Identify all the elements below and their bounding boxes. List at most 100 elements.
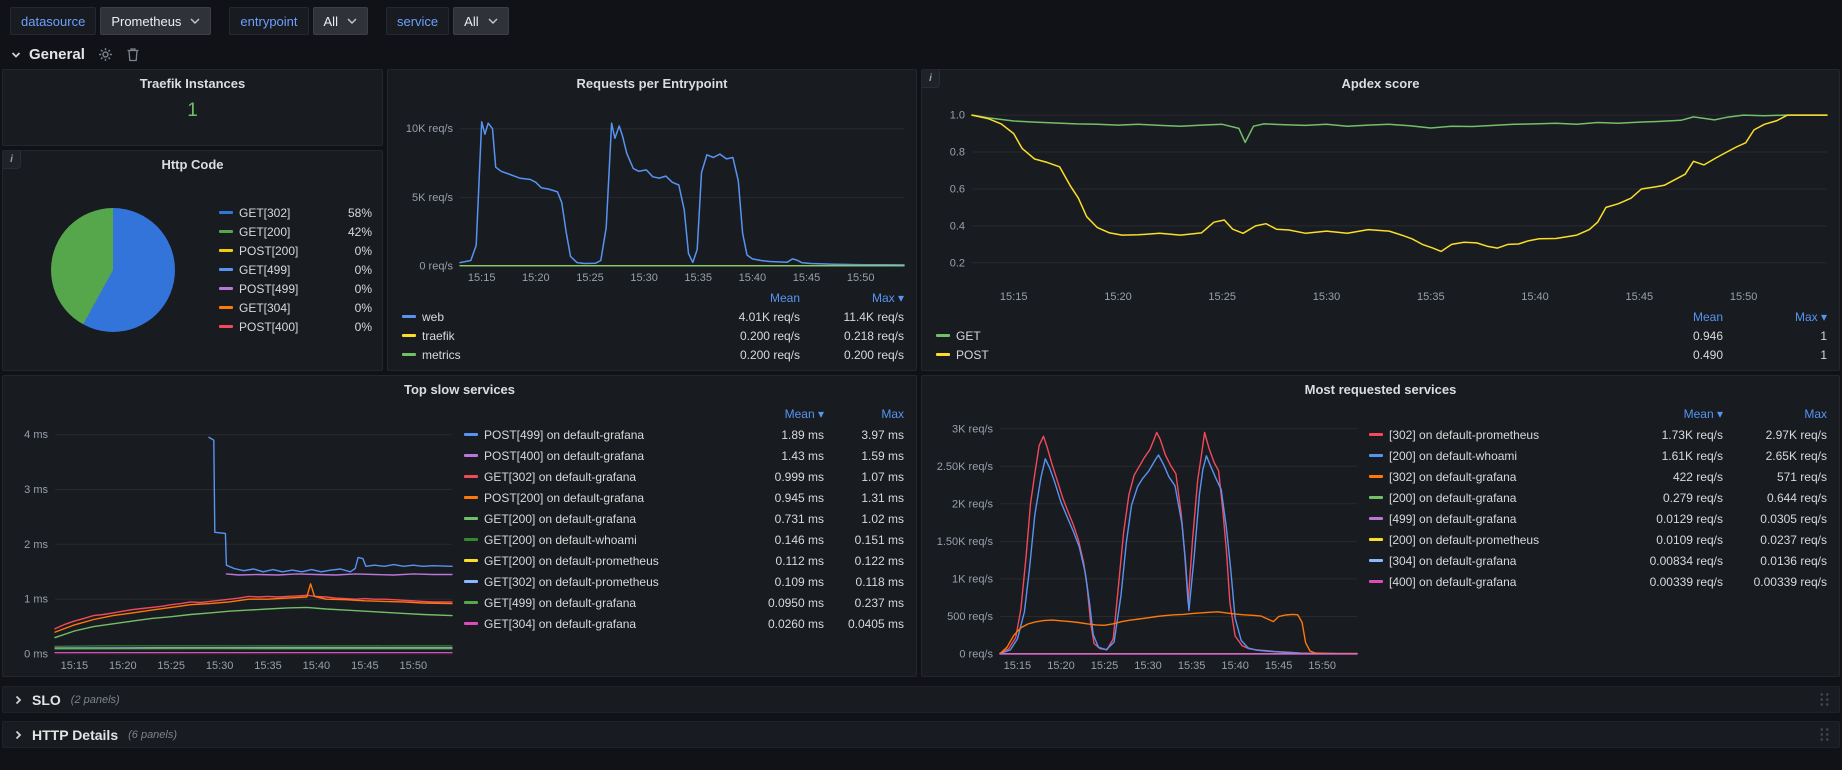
- series-name[interactable]: GET[302] on default-prometheus: [484, 574, 659, 589]
- series-name[interactable]: GET[304]: [239, 300, 291, 315]
- legend-row[interactable]: traefik 0.200 req/s 0.218 req/s: [402, 326, 904, 345]
- variable-value-dropdown[interactable]: Prometheus: [100, 7, 212, 35]
- series-name[interactable]: traefik: [422, 328, 455, 343]
- legend-row[interactable]: GET[499] on default-grafana 0.0950 ms 0.23…: [464, 592, 904, 613]
- row-header-slo[interactable]: SLO (2 panels): [2, 686, 1840, 713]
- legend-row[interactable]: POST 0.490 1: [936, 345, 1827, 364]
- legend-sort-mean[interactable]: Mean: [1692, 309, 1723, 324]
- series-name[interactable]: [400] on default-grafana: [1389, 574, 1517, 589]
- variable-value-dropdown[interactable]: All: [312, 7, 368, 35]
- legend-row[interactable]: [304] on default-grafana 0.00834 req/s 0.0…: [1369, 550, 1827, 571]
- requests-per-entrypoint-chart[interactable]: 0 req/s 5K req/s 10K req/s 15:15 15:20 15:25 1…: [392, 96, 912, 286]
- legend-row[interactable]: [200] on default-grafana 0.279 req/s 0.644…: [1369, 487, 1827, 508]
- row-header-http-details[interactable]: HTTP Details (6 panels): [2, 721, 1840, 748]
- legend-row[interactable]: GET[304] 0%: [219, 298, 372, 317]
- legend-row[interactable]: POST[200] on default-grafana 0.945 ms 1.31…: [464, 487, 904, 508]
- row-drag-handle[interactable]: [1819, 692, 1830, 707]
- panel-title[interactable]: Apdex score: [1341, 75, 1420, 91]
- legend-row[interactable]: GET[302] on default-prometheus 0.109 ms 0.…: [464, 571, 904, 592]
- panel-title[interactable]: Top slow services: [403, 381, 516, 397]
- series-color-swatch: [936, 353, 950, 356]
- legend-row[interactable]: [200] on default-whoami 1.61K req/s 2.65K …: [1369, 445, 1827, 466]
- series-name[interactable]: metrics: [422, 347, 461, 362]
- series-name[interactable]: [302] on default-grafana: [1389, 469, 1517, 484]
- legend-row[interactable]: GET[200] on default-whoami 0.146 ms 0.151 …: [464, 529, 904, 550]
- panel-title[interactable]: Most requested services: [1304, 381, 1457, 397]
- series-color-swatch: [1369, 454, 1383, 457]
- legend-row[interactable]: POST[499] 0%: [219, 279, 372, 298]
- series-name[interactable]: GET[302]: [239, 205, 291, 220]
- variable-value-dropdown[interactable]: All: [453, 7, 509, 35]
- series-name[interactable]: POST: [956, 347, 989, 362]
- panel-info-icon[interactable]: i: [3, 151, 21, 169]
- legend-sort-mean[interactable]: Mean ▾: [784, 407, 824, 421]
- series-name[interactable]: POST[400] on default-grafana: [484, 448, 645, 463]
- series-name[interactable]: POST[400]: [239, 319, 299, 334]
- series-name[interactable]: GET[499]: [239, 262, 291, 277]
- legend-row[interactable]: GET 0.946 1: [936, 326, 1827, 345]
- series-name[interactable]: POST[499]: [239, 281, 299, 296]
- row-header-general[interactable]: General: [0, 40, 1842, 67]
- chevron-down-icon: [488, 18, 498, 24]
- legend-sort-mean[interactable]: Mean: [769, 290, 800, 305]
- svg-text:15:40: 15:40: [739, 272, 767, 284]
- legend-row[interactable]: GET[302] on default-grafana 0.999 ms 1.07 …: [464, 466, 904, 487]
- svg-text:15:25: 15:25: [576, 272, 604, 284]
- legend-row[interactable]: POST[400] on default-grafana 1.43 ms 1.59 …: [464, 445, 904, 466]
- series-name[interactable]: GET[499] on default-grafana: [484, 595, 637, 610]
- legend-row[interactable]: GET[302] 58%: [219, 203, 372, 222]
- series-name[interactable]: POST[200]: [239, 243, 299, 258]
- svg-text:15:20: 15:20: [1104, 291, 1132, 303]
- panel-title[interactable]: Http Code: [161, 156, 224, 172]
- most-requested-services-chart[interactable]: 0 req/s 500 req/s 1K req/s 1.50K req/s 2K re…: [926, 402, 1365, 674]
- legend-row[interactable]: GET[200] on default-grafana 0.731 ms 1.02 …: [464, 508, 904, 529]
- legend-row[interactable]: GET[499] 0%: [219, 260, 372, 279]
- row-drag-handle[interactable]: [1819, 727, 1830, 742]
- legend-row[interactable]: metrics 0.200 req/s 0.200 req/s: [402, 345, 904, 364]
- series-color-swatch: [1369, 475, 1383, 478]
- row-delete-button[interactable]: [126, 47, 140, 62]
- legend-row[interactable]: [302] on default-grafana 422 req/s 571 req…: [1369, 466, 1827, 487]
- legend-row[interactable]: POST[400] 0%: [219, 317, 372, 336]
- legend-row[interactable]: [499] on default-grafana 0.0129 req/s 0.03…: [1369, 508, 1827, 529]
- legend-sort-mean[interactable]: Mean ▾: [1683, 407, 1723, 421]
- series-name[interactable]: GET[200] on default-grafana: [484, 511, 637, 526]
- series-name[interactable]: POST[499] on default-grafana: [484, 427, 645, 442]
- series-name[interactable]: GET[200] on default-whoami: [484, 532, 637, 547]
- series-name[interactable]: [200] on default-whoami: [1389, 448, 1518, 463]
- series-max-value: 0.151 ms: [854, 532, 904, 547]
- series-name[interactable]: [304] on default-grafana: [1389, 553, 1517, 568]
- series-name[interactable]: [200] on default-grafana: [1389, 490, 1517, 505]
- series-name[interactable]: GET[302] on default-grafana: [484, 469, 637, 484]
- row-settings-button[interactable]: [98, 47, 113, 62]
- legend-sort-max[interactable]: Max: [881, 407, 904, 421]
- series-name[interactable]: [499] on default-grafana: [1389, 511, 1517, 526]
- series-name[interactable]: web: [422, 309, 445, 324]
- panel-info-icon[interactable]: i: [922, 70, 940, 88]
- series-name[interactable]: [200] on default-prometheus: [1389, 532, 1540, 547]
- series-name[interactable]: [302] on default-prometheus: [1389, 427, 1540, 442]
- legend-row[interactable]: GET[200] 42%: [219, 222, 372, 241]
- legend-row[interactable]: GET[304] on default-grafana 0.0260 ms 0.04…: [464, 613, 904, 634]
- panel-title[interactable]: Traefik Instances: [139, 75, 246, 91]
- series-name[interactable]: GET[200] on default-prometheus: [484, 553, 659, 568]
- legend-row[interactable]: POST[200] 0%: [219, 241, 372, 260]
- legend-row[interactable]: [302] on default-prometheus 1.73K req/s 2.…: [1369, 424, 1827, 445]
- series-name[interactable]: POST[200] on default-grafana: [484, 490, 645, 505]
- series-name[interactable]: GET[200]: [239, 224, 291, 239]
- http-code-pie-chart[interactable]: [51, 207, 175, 332]
- legend-row[interactable]: web 4.01K req/s 11.4K req/s: [402, 307, 904, 326]
- legend-sort-max[interactable]: Max ▾: [1794, 309, 1827, 324]
- legend-sort-max[interactable]: Max ▾: [871, 290, 904, 305]
- apdex-score-chart[interactable]: 0.2 0.4 0.6 0.8 1.0 15:15 15:20 15:25 15:30 15:35…: [926, 96, 1835, 305]
- legend-row[interactable]: [200] on default-prometheus 0.0109 req/s 0…: [1369, 529, 1827, 550]
- legend-row[interactable]: POST[499] on default-grafana 1.89 ms 3.97 …: [464, 424, 904, 445]
- legend-row[interactable]: GET[200] on default-prometheus 0.112 ms 0.…: [464, 550, 904, 571]
- legend-sort-max[interactable]: Max: [1804, 407, 1827, 421]
- series-max-value: 0.218 req/s: [843, 328, 904, 343]
- series-name[interactable]: GET: [956, 328, 981, 343]
- series-name[interactable]: GET[304] on default-grafana: [484, 616, 637, 631]
- legend-row[interactable]: [400] on default-grafana 0.00339 req/s 0.0…: [1369, 571, 1827, 592]
- panel-title[interactable]: Requests per Entrypoint: [576, 75, 728, 91]
- top-slow-services-chart[interactable]: 0 ms 1 ms 2 ms 3 ms 4 ms 15:15 15:20 15:25 15:30…: [7, 402, 460, 674]
